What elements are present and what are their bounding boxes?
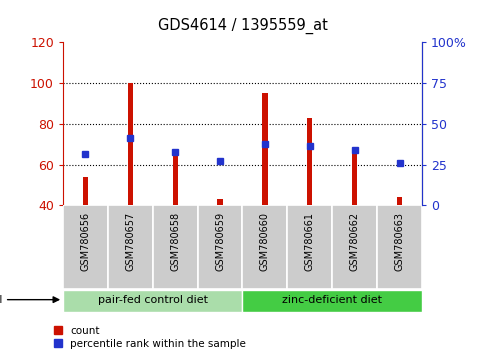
Text: GSM780656: GSM780656 [80,212,91,271]
Bar [262,93,267,205]
FancyBboxPatch shape [152,205,197,289]
Text: GSM780657: GSM780657 [125,212,135,271]
FancyBboxPatch shape [242,205,287,289]
FancyBboxPatch shape [63,205,107,289]
Text: GSM780659: GSM780659 [214,212,225,271]
Text: GSM780658: GSM780658 [170,212,180,271]
FancyBboxPatch shape [197,205,242,289]
Bar [172,152,178,205]
Bar [217,199,222,205]
Legend: count, percentile rank within the sample: count, percentile rank within the sample [54,326,246,349]
FancyBboxPatch shape [332,205,376,289]
Text: GSM780663: GSM780663 [393,212,404,271]
Bar [127,83,133,205]
Text: GDS4614 / 1395559_at: GDS4614 / 1395559_at [157,18,327,34]
Bar [351,152,357,205]
Text: GSM780661: GSM780661 [304,212,314,271]
Text: pair-fed control diet: pair-fed control diet [98,295,207,305]
FancyBboxPatch shape [242,290,421,312]
Text: GSM780660: GSM780660 [259,212,270,271]
FancyBboxPatch shape [107,205,152,289]
Bar [396,197,401,205]
FancyBboxPatch shape [376,205,421,289]
Text: GSM780662: GSM780662 [349,212,359,271]
Bar [83,177,88,205]
FancyBboxPatch shape [287,205,332,289]
Text: zinc-deficient diet: zinc-deficient diet [282,295,381,305]
Bar [306,118,312,205]
FancyBboxPatch shape [63,290,242,312]
Text: growth protocol: growth protocol [0,295,2,305]
